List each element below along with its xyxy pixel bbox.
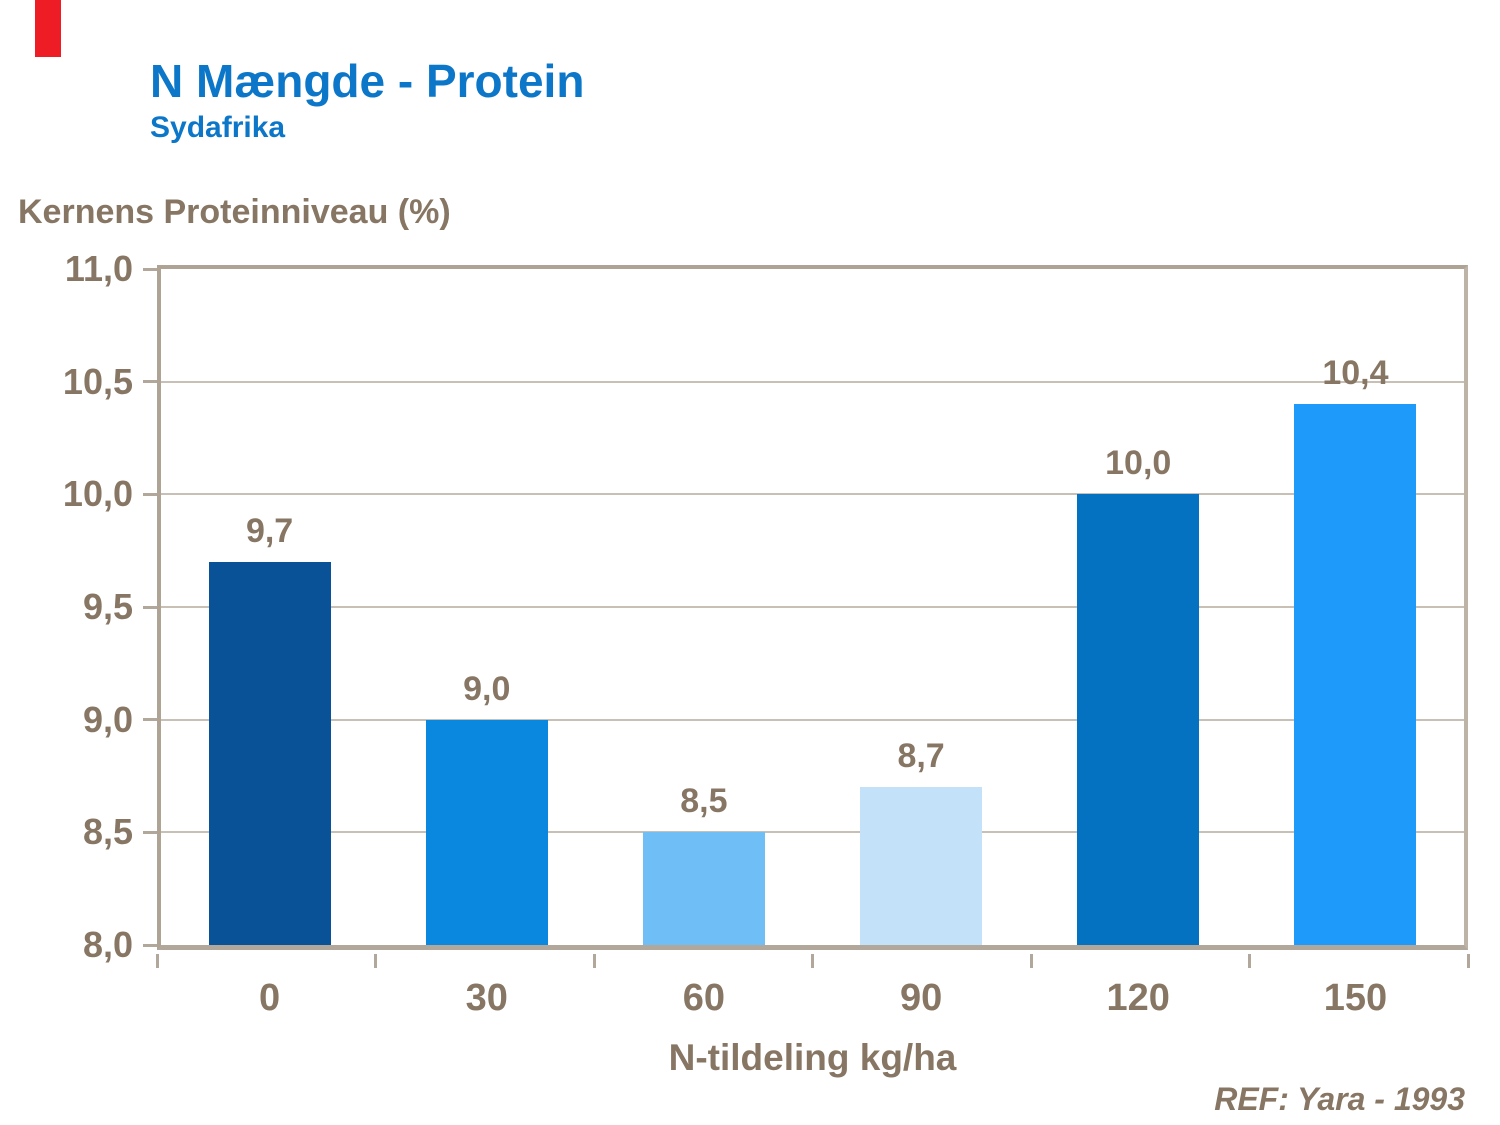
bar-value-label: 9,7 (245, 511, 294, 550)
plot-area: 9,7 9,0 8,5 8,7 10,0 10,4 (157, 265, 1468, 950)
y-tick-mark (143, 605, 157, 609)
y-tick-mark (143, 380, 157, 384)
bar (642, 832, 765, 945)
x-tick-label: 60 (682, 977, 726, 1019)
gridline (161, 606, 1464, 608)
gridline-layer (161, 269, 1464, 945)
x-tick-mark (1029, 954, 1033, 968)
bar-slot: 8,7 (813, 269, 1030, 945)
x-tick-mark (155, 954, 159, 968)
x-tick-mark (592, 954, 596, 968)
chart-title: N Mængde - Protein (150, 55, 585, 107)
bar (1294, 404, 1417, 945)
gridline (161, 831, 1464, 834)
bar-value-label: 8,7 (897, 737, 945, 776)
gridline (161, 718, 1464, 721)
x-axis-title: N-tildeling kg/ha (668, 1037, 957, 1078)
x-tick-label: 120 (1106, 977, 1170, 1019)
bar (425, 719, 548, 945)
gridline (161, 380, 1464, 383)
bar-value-label: 9,0 (463, 669, 511, 708)
y-tick-mark (143, 718, 157, 722)
y-tick-label: 11,0 (64, 248, 133, 289)
y-tick-mark (143, 830, 157, 834)
bar (208, 561, 331, 945)
y-tick-label: 10,0 (62, 473, 133, 515)
bar-slot: 10,4 (1247, 269, 1464, 945)
bar-value-label: 8,5 (680, 782, 728, 821)
bar-slot: 9,7 (161, 269, 378, 945)
y-tick-mark (143, 492, 157, 496)
y-axis-title: Kernens Proteinniveau (%) (18, 193, 451, 231)
bar (1077, 494, 1200, 945)
bar-value-label: 10,4 (1322, 354, 1389, 393)
bars-layer: 9,7 9,0 8,5 8,7 10,0 10,4 (161, 269, 1464, 945)
y-tick-mark (143, 267, 157, 271)
bar-slot: 8,5 (595, 269, 812, 945)
x-tick-label: 150 (1323, 977, 1388, 1019)
slide-accent-red-bar (35, 0, 61, 57)
gridline (161, 493, 1464, 496)
y-tick-label: 9,5 (82, 586, 133, 627)
x-tick-label: 0 (259, 977, 281, 1019)
bar-slot: 9,0 (378, 269, 595, 945)
x-tick-label: 30 (465, 977, 508, 1019)
x-tick-mark (1248, 954, 1251, 968)
x-tick-mark (811, 954, 814, 968)
y-tick-label: 9,0 (82, 698, 133, 740)
x-tick-mark (374, 954, 377, 968)
ref-note: REF: Yara - 1993 (1214, 1081, 1465, 1117)
chart-subtitle: Sydafrika (150, 111, 286, 144)
bar-slot: 10,0 (1030, 269, 1247, 945)
y-tick-mark (143, 943, 157, 947)
y-tick-label: 8,5 (82, 811, 133, 853)
bar (860, 787, 983, 945)
x-tick-label: 90 (899, 977, 943, 1019)
x-tick-mark (1466, 954, 1470, 968)
y-tick-label: 10,5 (62, 360, 133, 402)
bar-value-label: 10,0 (1105, 444, 1172, 483)
y-tick-label: 8,0 (82, 924, 133, 965)
